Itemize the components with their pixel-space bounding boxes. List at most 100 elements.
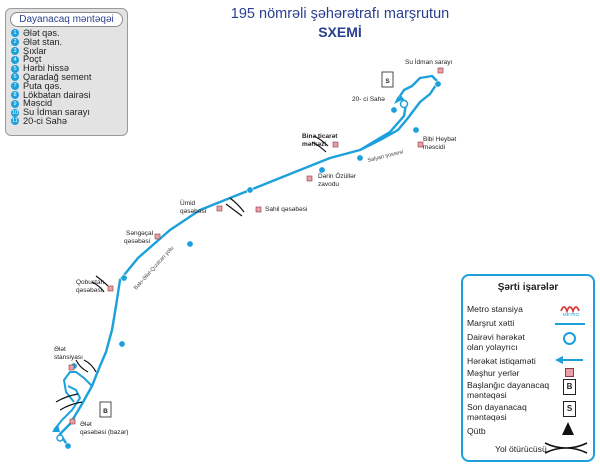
stop-item: 1 Ələt qəs.: [6, 29, 127, 38]
stop-item: 4 Poçt: [6, 55, 127, 64]
stop-item: 2 Ələt stan.: [6, 36, 127, 47]
start-stop-icon: B: [563, 379, 576, 395]
label-qob-2: qəsəbəsi: [76, 287, 102, 294]
stop-marker[interactable]: [246, 186, 254, 194]
label-salyan: Salyan şossesi: [367, 149, 404, 164]
route-line-loop: [62, 371, 93, 403]
label-qob-1: Qobustan: [76, 279, 105, 286]
end-stop-box: [381, 71, 394, 88]
label-elet-q-1: Ələt: [80, 421, 92, 428]
stop-item: 6 Qaradağ sement: [6, 71, 127, 82]
stop-label: Su İdman sarayı: [23, 107, 90, 118]
stop-number-badge: 10: [11, 108, 19, 117]
label-umid-1: Ümid: [180, 199, 196, 207]
landmark-icon: [332, 141, 339, 148]
stop-label: Ələt stan.: [23, 36, 63, 47]
overpass-icon: [225, 197, 245, 217]
stop-label: Poçt: [23, 54, 42, 65]
label-elet-q-2: qəsəbəsi (bazar): [80, 429, 128, 436]
direction-arrow-icon: [394, 96, 402, 104]
label-bina-1: Binə ticarət: [302, 133, 338, 140]
label-20-ci-sahe: 20- ci Sahə: [352, 96, 385, 103]
landmarks: [68, 67, 444, 425]
stop-label: Puta qəs.: [23, 80, 62, 91]
stop-list: 1 Ələt qəs. 2 Ələt stan. 3 Şıxlar 4 Poçt 5 Hə…: [6, 29, 127, 126]
label-senge-2: qəsəbəsi: [124, 238, 150, 245]
label-baku-road: Bakı-Ələt-Qızılcan yolu: [133, 245, 175, 291]
title-line-2: SXEMİ: [318, 24, 362, 40]
legend-overpass-label: Yol ötürücüsü: [495, 444, 547, 454]
stop-marker[interactable]: [64, 442, 72, 450]
stop-number-badge: 2: [11, 38, 19, 47]
metro-icon: METRO: [560, 306, 580, 317]
start-stop-box: [99, 401, 112, 418]
title-line-1: 195 nömrəli şəhərətrafı marşrutun: [230, 6, 450, 22]
stop-number-badge: 8: [11, 90, 19, 99]
stop-number-badge: 3: [11, 46, 19, 55]
legend-roundabout-label-2: olan yolayrıcı: [467, 342, 518, 352]
legend-roundabout-label-1: Dairəvi hərəkət: [467, 332, 525, 342]
stop-label: Qaradağ sement: [23, 71, 92, 82]
stops-panel: Dayanacaq məntəqəi 1 Ələt qəs. 2 Ələt stan…: [5, 8, 128, 136]
stop-number-badge: 9: [11, 99, 19, 108]
stop-item: 7 Puta qəs.: [6, 80, 127, 91]
stop-number-badge: 7: [11, 82, 19, 91]
overpass-icon: [55, 393, 83, 411]
label-su-idman: Su İdman sarayı: [405, 57, 453, 66]
stop-number-badge: 4: [11, 55, 19, 64]
label-elet-st-1: Ələt: [54, 346, 66, 353]
stop-marker[interactable]: [186, 240, 194, 248]
landmark-icon: [154, 233, 161, 240]
landmark-icon: [69, 418, 76, 425]
landmark-icon: [417, 141, 424, 148]
stop-marker[interactable]: [434, 80, 442, 88]
stop-item: 3 Şıxlar: [6, 45, 127, 56]
stop-item: 5 Hərbi hissə: [6, 64, 127, 73]
roundabout-icon: [399, 99, 409, 109]
legend-end-label-1: Son dayanacaq: [467, 402, 527, 412]
roundabout-icon: [56, 434, 64, 442]
stop-item: 8 Lökbatan dairəsi: [6, 89, 127, 100]
stop-number-badge: 5: [11, 64, 19, 73]
stop-markers: [64, 80, 442, 450]
route-line: [58, 74, 440, 447]
label-bina-2: mərkəzi: [302, 141, 326, 148]
stop-marker[interactable]: [318, 166, 326, 174]
legend-start-label-2: məntəqəsi: [467, 390, 507, 400]
legend-panel: Şərti işarələr Metro stansiya METRO Marş…: [461, 274, 595, 462]
stop-label: Şıxlar: [23, 45, 47, 56]
legend-north-label: Qütb: [467, 426, 486, 436]
label-sahil: Sahil qəsəbəsi: [265, 206, 307, 213]
route-line-branch: [53, 385, 82, 431]
legend-direction-label: Hərəkət istiqaməti: [467, 356, 536, 366]
label-derin-2: zavodu: [318, 181, 339, 188]
stop-marker[interactable]: [120, 274, 128, 282]
label-bibi-2: məscidi: [423, 144, 445, 151]
overpass-icon: [311, 135, 329, 153]
stop-marker[interactable]: [412, 126, 420, 134]
legend-landmark-label: Məşhur yerlər: [467, 368, 520, 378]
legend-metro-label: Metro stansiya: [467, 304, 523, 314]
landmark-icon: [68, 364, 75, 371]
stop-marker[interactable]: [390, 106, 398, 114]
legend-title: Şərti işarələr: [497, 282, 559, 293]
stop-marker[interactable]: [356, 154, 364, 162]
label-senge-1: Səngəçal: [126, 230, 154, 237]
legend-start-label-1: Başlanğıc dayanacaq: [467, 380, 550, 390]
legend-route-label: Marşrut xətti: [467, 318, 515, 328]
end-stop-letter: S: [385, 78, 390, 85]
stop-label: Hərbi hissə: [23, 63, 69, 74]
stop-label: 20-ci Sahə: [23, 115, 67, 126]
legend-end-label-2: məntəqəsi: [467, 412, 507, 422]
svg-text:METRO: METRO: [563, 312, 580, 317]
landmark-icon: [565, 368, 574, 377]
direction-arrow-icon: [555, 356, 583, 364]
roundabout-icon: [563, 332, 576, 345]
north-arrow-icon: [562, 422, 574, 435]
stop-marker[interactable]: [118, 340, 126, 348]
direction-arrow-icon: [52, 424, 60, 432]
label-derin-1: Dərin Özüllər: [318, 172, 357, 180]
stop-label: Lökbatan dairəsi: [23, 89, 91, 100]
map-title: 195 nömrəli şəhərətrafı marşrutun SXEMİ: [180, 6, 500, 40]
